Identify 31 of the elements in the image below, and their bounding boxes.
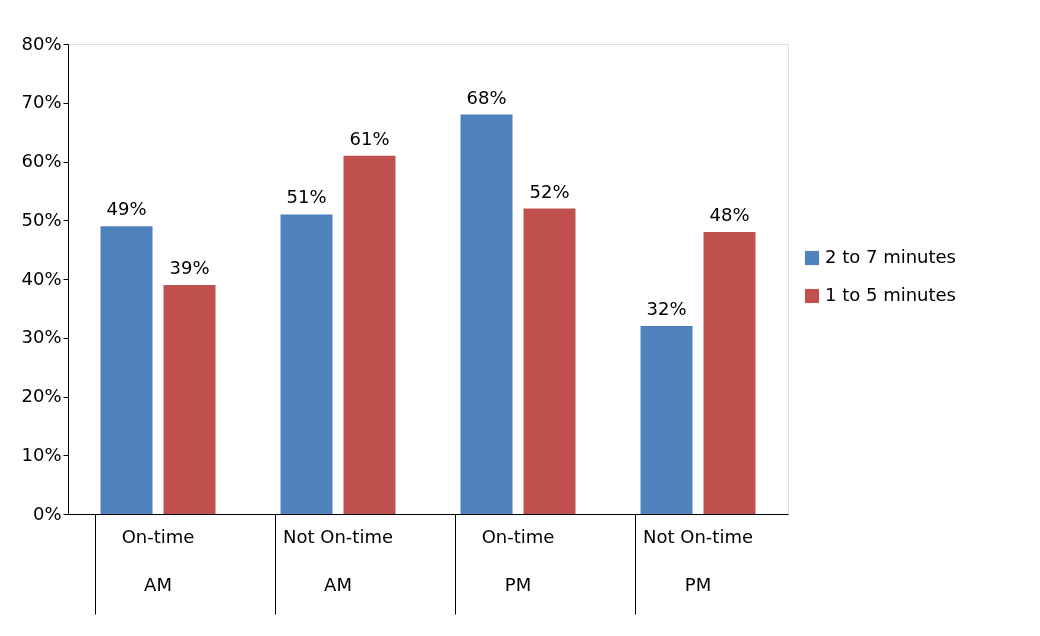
y-tick-label: 20% [21, 385, 62, 406]
y-tick-label: 80% [21, 32, 62, 54]
category-label: On-time PM [481, 525, 555, 595]
category-label: Not On-time AM [283, 525, 393, 595]
bar [523, 208, 576, 514]
y-tick-label: 60% [21, 150, 62, 171]
legend-label: 1 to 5 minutes [825, 284, 957, 305]
y-tick-label: 50% [21, 208, 62, 230]
data-label: 39% [169, 256, 210, 278]
y-tick-label: 30% [21, 326, 62, 348]
category-label: On-time AM [121, 525, 195, 595]
y-tick-label: 70% [21, 91, 62, 113]
bar [460, 114, 513, 514]
category-label: Not On-time PM [643, 525, 753, 595]
data-label: 68% [466, 86, 507, 108]
data-label: 32% [646, 298, 687, 319]
bar [163, 284, 216, 514]
data-label: 52% [529, 180, 570, 202]
y-tick-label: 10% [21, 443, 62, 465]
bar [640, 326, 693, 514]
bar [280, 214, 333, 514]
y-tick-label: 0% [32, 502, 62, 524]
bar [100, 226, 153, 514]
bar [343, 155, 396, 514]
data-label: 48% [709, 204, 750, 225]
legend-label: 2 to 7 minutes [825, 246, 957, 267]
data-label: 49% [106, 198, 147, 220]
bar [703, 232, 756, 514]
y-tick-label: 40% [21, 267, 62, 289]
data-label: 51% [286, 186, 327, 208]
data-label: 61% [349, 127, 390, 149]
